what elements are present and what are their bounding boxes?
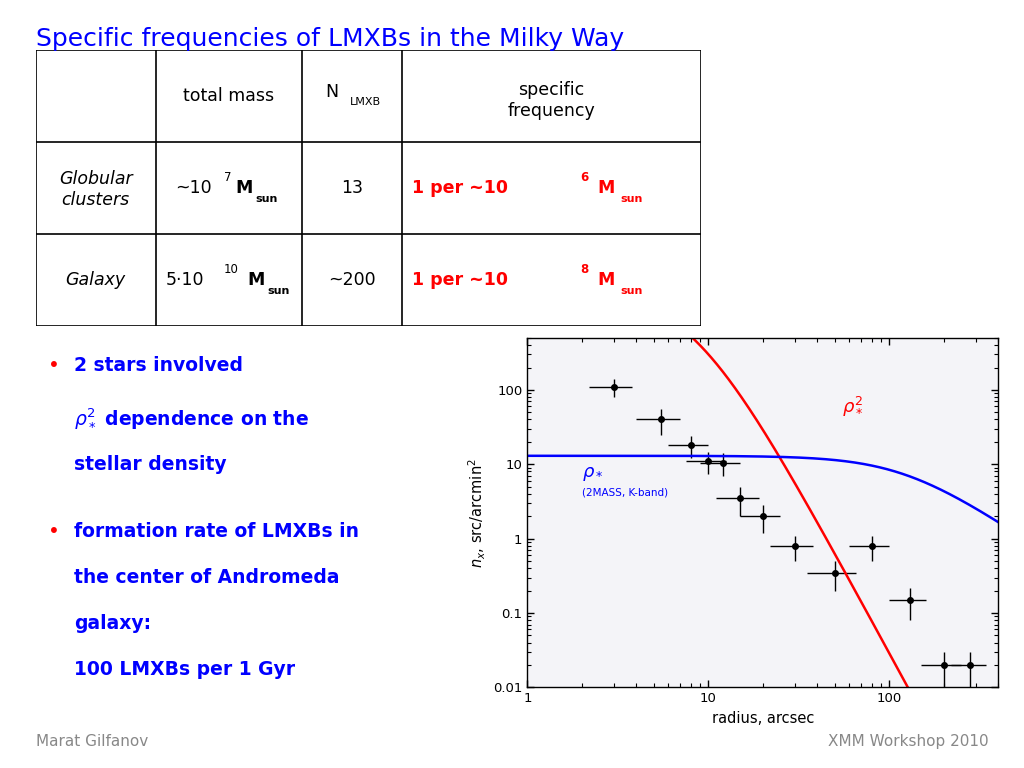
Text: M: M: [230, 179, 254, 197]
Text: sun: sun: [621, 286, 643, 296]
Text: 6: 6: [581, 171, 589, 184]
Text: N: N: [326, 83, 339, 101]
Y-axis label: $n_x$, src/arcmin$^2$: $n_x$, src/arcmin$^2$: [466, 458, 487, 568]
Text: M: M: [592, 179, 615, 197]
Text: $\rho_*^2$ dependence on the: $\rho_*^2$ dependence on the: [75, 406, 309, 429]
Text: Specific frequencies of LMXBs in the Milky Way: Specific frequencies of LMXBs in the Mil…: [36, 27, 624, 51]
Text: sun: sun: [256, 194, 278, 204]
Text: sun: sun: [267, 286, 290, 296]
Text: (2MASS, K-band): (2MASS, K-band): [582, 487, 668, 498]
Text: specific: specific: [518, 81, 585, 99]
Text: 2 stars involved: 2 stars involved: [75, 356, 244, 376]
Text: galaxy:: galaxy:: [75, 614, 152, 633]
Text: formation rate of LMXBs in: formation rate of LMXBs in: [75, 522, 359, 541]
Text: Marat Gilfanov: Marat Gilfanov: [36, 733, 148, 749]
X-axis label: radius, arcsec: radius, arcsec: [712, 710, 814, 726]
Text: XMM Workshop 2010: XMM Workshop 2010: [827, 733, 988, 749]
Text: 100 LMXBs per 1 Gyr: 100 LMXBs per 1 Gyr: [75, 660, 296, 679]
Text: ~10: ~10: [176, 179, 212, 197]
Text: Globular: Globular: [59, 170, 132, 188]
Text: 10: 10: [223, 263, 239, 276]
Text: 8: 8: [581, 263, 589, 276]
Text: total mass: total mass: [183, 87, 274, 105]
Text: frequency: frequency: [508, 102, 596, 121]
Text: clusters: clusters: [61, 191, 130, 210]
Text: 1 per ~10: 1 per ~10: [412, 179, 508, 197]
Text: M: M: [243, 271, 265, 290]
Text: 1 per ~10: 1 per ~10: [412, 271, 508, 290]
Text: M: M: [592, 271, 615, 290]
Text: •: •: [48, 356, 59, 376]
Text: 7: 7: [223, 171, 231, 184]
Text: 5·10: 5·10: [166, 271, 204, 290]
Text: $\rho_*^2$: $\rho_*^2$: [843, 395, 864, 418]
Text: the center of Andromeda: the center of Andromeda: [75, 568, 340, 588]
Text: ~200: ~200: [328, 271, 376, 290]
Text: stellar density: stellar density: [75, 455, 227, 474]
Text: $\rho_*$: $\rho_*$: [582, 465, 604, 482]
Text: 13: 13: [341, 179, 362, 197]
Text: LMXB: LMXB: [350, 97, 381, 108]
Text: •: •: [48, 522, 59, 541]
Text: Galaxy: Galaxy: [66, 271, 126, 290]
Text: sun: sun: [621, 194, 643, 204]
